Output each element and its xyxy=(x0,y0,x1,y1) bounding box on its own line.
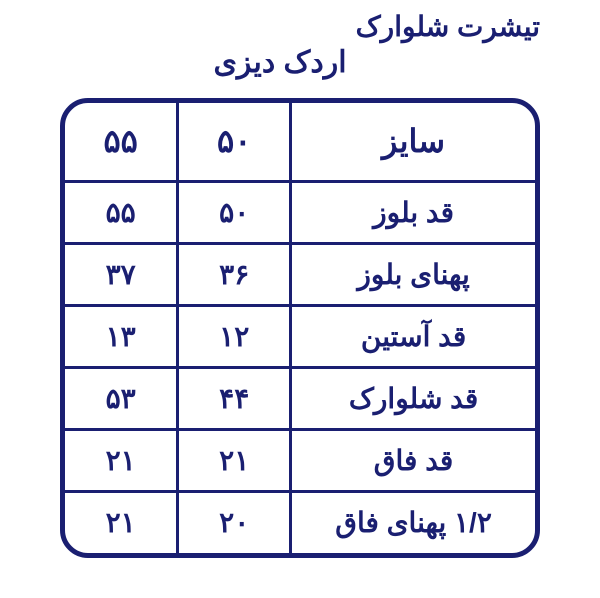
cell: ۳۷ xyxy=(65,243,178,305)
cell: ۲۰ xyxy=(178,491,291,553)
header-size-50: ۵۰ xyxy=(178,103,291,181)
header-size-55: ۵۵ xyxy=(65,103,178,181)
table-row: قد آستین ۱۲ ۱۳ xyxy=(65,305,535,367)
cell: ۱۲ xyxy=(178,305,291,367)
row-label: قد بلوز xyxy=(291,181,535,243)
row-label: قد آستین xyxy=(291,305,535,367)
table-row: قد بلوز ۵۰ ۵۵ xyxy=(65,181,535,243)
cell: ۵۳ xyxy=(65,367,178,429)
cell: ۲۱ xyxy=(178,429,291,491)
table-row: قد فاق ۲۱ ۲۱ xyxy=(65,429,535,491)
size-table: سایز ۵۰ ۵۵ قد بلوز ۵۰ ۵۵ پهنای بلوز ۳۶ ۳… xyxy=(65,103,535,553)
cell: ۵۵ xyxy=(65,181,178,243)
cell: ۴۴ xyxy=(178,367,291,429)
table-row: پهنای بلوز ۳۶ ۳۷ xyxy=(65,243,535,305)
header-label: سایز xyxy=(291,103,535,181)
cell: ۲۱ xyxy=(65,429,178,491)
title-line-1: تیشرت شلوارک xyxy=(20,10,580,43)
size-table-container: سایز ۵۰ ۵۵ قد بلوز ۵۰ ۵۵ پهنای بلوز ۳۶ ۳… xyxy=(60,98,540,558)
cell: ۲۱ xyxy=(65,491,178,553)
cell: ۵۰ xyxy=(178,181,291,243)
row-label: قد فاق xyxy=(291,429,535,491)
cell: ۳۶ xyxy=(178,243,291,305)
row-label: قد شلوارک xyxy=(291,367,535,429)
table-row: ۱/۲ پهنای فاق ۲۰ ۲۱ xyxy=(65,491,535,553)
table-header-row: سایز ۵۰ ۵۵ xyxy=(65,103,535,181)
cell: ۱۳ xyxy=(65,305,178,367)
table-row: قد شلوارک ۴۴ ۵۳ xyxy=(65,367,535,429)
row-label: پهنای بلوز xyxy=(291,243,535,305)
title-line-2: اردک دیزی xyxy=(20,45,580,80)
row-label: ۱/۲ پهنای فاق xyxy=(291,491,535,553)
